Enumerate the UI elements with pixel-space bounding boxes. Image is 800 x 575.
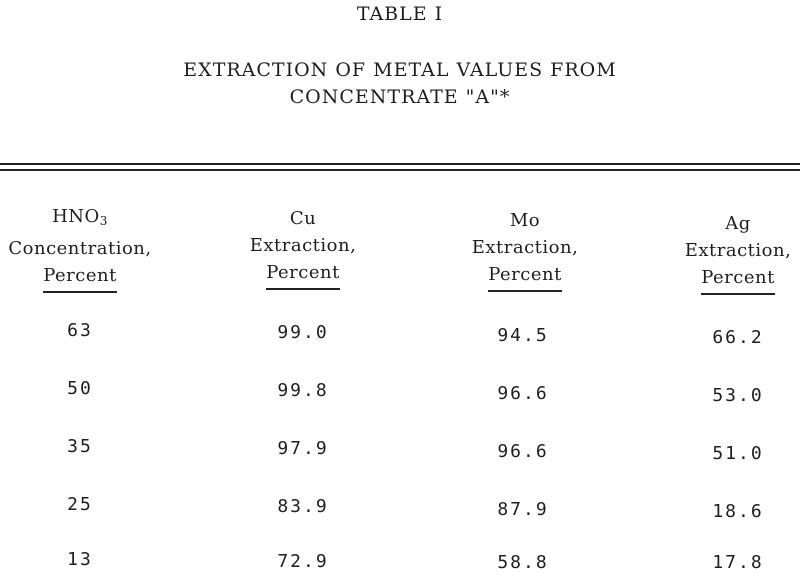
table-cell: 94.5 (497, 325, 549, 346)
table-cell: 50 (67, 378, 93, 399)
column-header-hno3: HNO3 Concentration, Percent (0, 203, 175, 293)
table-top-rule-double (0, 169, 800, 171)
table-top-rule (0, 163, 800, 165)
column-header-ag-line1: Ag (725, 213, 751, 234)
column-header-cu-line1: Cu (289, 208, 317, 229)
table-cell: 17.8 (712, 552, 764, 573)
table-cell: 53.0 (712, 385, 764, 406)
column-header-mo: Mo Extraction, Percent (430, 207, 620, 292)
column-header-hno3-line3: Percent (43, 262, 117, 293)
table-title-line-1: EXTRACTION OF METAL VALUES FROM (183, 59, 617, 81)
column-header-cu: Cu Extraction, Percent (208, 205, 398, 290)
table-cell: 83.9 (277, 496, 329, 517)
table-cell: 99.8 (277, 380, 329, 401)
column-header-ag-line3: Percent (701, 264, 775, 295)
column-header-mo-line2: Extraction, (471, 237, 579, 258)
table-title-line-2: CONCENTRATE "A"* (289, 86, 511, 108)
table-cell: 35 (67, 436, 93, 457)
column-header-ag-line2: Extraction, (684, 240, 792, 261)
table-cell: 96.6 (497, 441, 549, 462)
table-cell: 96.6 (497, 383, 549, 404)
column-header-cu-line3: Percent (266, 259, 340, 290)
table-cell: 66.2 (712, 327, 764, 348)
table-cell: 58.8 (497, 552, 549, 573)
table-cell: 63 (67, 320, 93, 341)
column-header-mo-line1: Mo (509, 210, 541, 231)
table-cell: 87.9 (497, 499, 549, 520)
column-header-cu-line2: Extraction, (249, 235, 357, 256)
column-header-hno3-subscript: 3 (99, 214, 108, 228)
column-header-mo-line3: Percent (488, 261, 562, 292)
table-cell: 97.9 (277, 438, 329, 459)
table-cell: 13 (67, 549, 93, 570)
table-cell: 72.9 (277, 551, 329, 572)
column-header-ag: Ag Extraction, Percent (643, 210, 800, 295)
table-cell: 25 (67, 494, 93, 515)
column-header-hno3-line1: HNO (52, 206, 100, 227)
table-cell: 51.0 (712, 443, 764, 464)
column-header-hno3-line2: Concentration, (8, 238, 152, 259)
table-label: TABLE I (356, 3, 444, 25)
table-cell: 99.0 (277, 322, 329, 343)
table-cell: 18.6 (712, 501, 764, 522)
